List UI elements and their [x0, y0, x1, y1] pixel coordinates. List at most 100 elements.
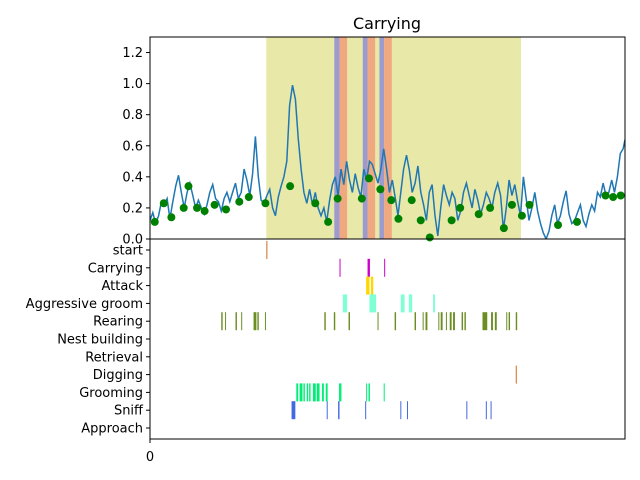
event-bar-4-26 — [508, 312, 511, 331]
chart-title: Carrying — [353, 14, 421, 33]
event-bar-4-1 — [225, 312, 227, 331]
event-bar-4-13 — [422, 312, 424, 331]
marker-point-22 — [416, 216, 425, 225]
event-bar-4-6 — [264, 312, 266, 331]
shaded-span-5 — [379, 37, 385, 239]
behavior-label-5: Nest building — [57, 333, 143, 348]
marker-point-0 — [150, 217, 159, 226]
event-bar-4-16 — [440, 312, 443, 331]
marker-point-23 — [425, 233, 434, 242]
event-bar-4-2 — [235, 312, 237, 331]
event-bar-4-24 — [494, 312, 497, 331]
event-bar-9-6 — [466, 401, 468, 420]
marker-point-18 — [376, 185, 385, 194]
event-bar-4-7 — [324, 312, 326, 331]
behavior-label-10: Approach — [81, 422, 143, 437]
behavior-label-6: Retrieval — [85, 350, 143, 365]
y-tick-label-6: 1.2 — [122, 46, 143, 61]
event-bar-9-2 — [338, 401, 340, 420]
behavior-label-0: start — [113, 244, 143, 259]
event-bar-3-0 — [342, 294, 348, 313]
event-bar-8-8 — [325, 383, 328, 402]
event-bar-4-10 — [377, 312, 379, 331]
event-bar-9-8 — [490, 401, 492, 420]
series-line-group — [150, 85, 625, 239]
marker-point-14 — [324, 217, 333, 226]
marker-point-8 — [222, 205, 230, 214]
marker-point-12 — [286, 182, 295, 191]
shaded-span-1 — [334, 37, 340, 239]
event-bar-9-4 — [400, 401, 402, 420]
marker-point-30 — [517, 211, 526, 220]
marker-point-36 — [616, 191, 625, 200]
y-tick-label-5: 1.0 — [122, 77, 143, 92]
marker-group — [150, 174, 625, 242]
event-bar-8-0 — [296, 383, 299, 402]
event-raster-frame — [149, 238, 626, 440]
event-bar-4-19 — [453, 312, 455, 331]
event-bar-9-3 — [365, 401, 367, 420]
behavior-label-9: Sniff — [114, 404, 144, 419]
marker-point-16 — [357, 194, 366, 203]
marker-point-32 — [554, 221, 563, 230]
event-bar-4-11 — [394, 312, 397, 331]
marker-point-28 — [499, 224, 508, 233]
marker-point-21 — [407, 196, 416, 205]
event-bars — [221, 241, 518, 420]
marker-point-24 — [447, 216, 456, 225]
event-bar-8-5 — [312, 383, 316, 402]
marker-point-33 — [573, 217, 582, 226]
behavior-label-7: Digging — [93, 368, 143, 383]
marker-point-35 — [609, 193, 618, 202]
y-tick-label-1: 0.2 — [122, 201, 143, 216]
event-bar-4-12 — [414, 312, 416, 331]
event-bar-2-0 — [366, 276, 370, 295]
x-axis-ticks: 0 — [146, 439, 154, 465]
marker-point-26 — [474, 210, 483, 219]
marker-point-6 — [200, 207, 209, 216]
marker-point-9 — [235, 197, 244, 206]
marker-point-25 — [456, 203, 465, 212]
event-bar-1-1 — [367, 258, 370, 277]
marker-point-19 — [387, 196, 396, 205]
event-bar-0-0 — [266, 241, 268, 259]
line-plot-axes: 0.0 0.2 0.4 0.6 0.8 1.0 1.2 — [122, 36, 626, 248]
event-bar-8-11 — [368, 383, 370, 402]
event-bar-9-7 — [485, 401, 487, 420]
marker-point-3 — [179, 203, 188, 212]
marker-point-17 — [364, 174, 373, 183]
event-bar-7-0 — [515, 365, 517, 384]
event-bar-8-2 — [303, 383, 305, 402]
behavior-label-8: Grooming — [79, 386, 143, 401]
series-line — [150, 85, 625, 239]
event-bar-4-0 — [221, 312, 223, 331]
behavior-label-2: Attack — [101, 279, 143, 294]
marker-point-29 — [507, 200, 516, 209]
event-raster-axes: start Carrying Attack Aggressive groom Reari… — [26, 238, 626, 465]
event-bar-8-3 — [306, 383, 309, 402]
event-bar-4-17 — [445, 312, 447, 331]
marker-point-31 — [525, 200, 534, 209]
x-tick-label-0: 0 — [146, 450, 154, 465]
event-bar-4-22 — [482, 312, 488, 331]
behavior-label-4: Rearing — [93, 315, 143, 330]
marker-point-10 — [244, 193, 253, 202]
behavior-label-3: Aggressive groom — [26, 297, 143, 312]
marker-point-5 — [193, 203, 202, 212]
shaded-span-6 — [384, 37, 392, 239]
event-bar-4-27 — [515, 312, 518, 331]
event-bar-8-9 — [339, 383, 342, 402]
marker-point-20 — [394, 214, 403, 223]
event-bar-8-6 — [316, 383, 320, 402]
marker-point-15 — [333, 194, 342, 203]
event-bar-4-15 — [438, 312, 440, 331]
y-tick-label-3: 0.6 — [122, 139, 143, 154]
marker-point-11 — [261, 199, 270, 208]
event-bar-3-1 — [369, 294, 377, 313]
event-bar-4-4 — [253, 312, 257, 331]
marker-point-1 — [159, 199, 168, 208]
event-bar-1-0 — [339, 258, 341, 277]
behavior-labels: start Carrying Attack Aggressive groom Reari… — [26, 244, 150, 437]
event-bar-9-1 — [326, 401, 328, 420]
